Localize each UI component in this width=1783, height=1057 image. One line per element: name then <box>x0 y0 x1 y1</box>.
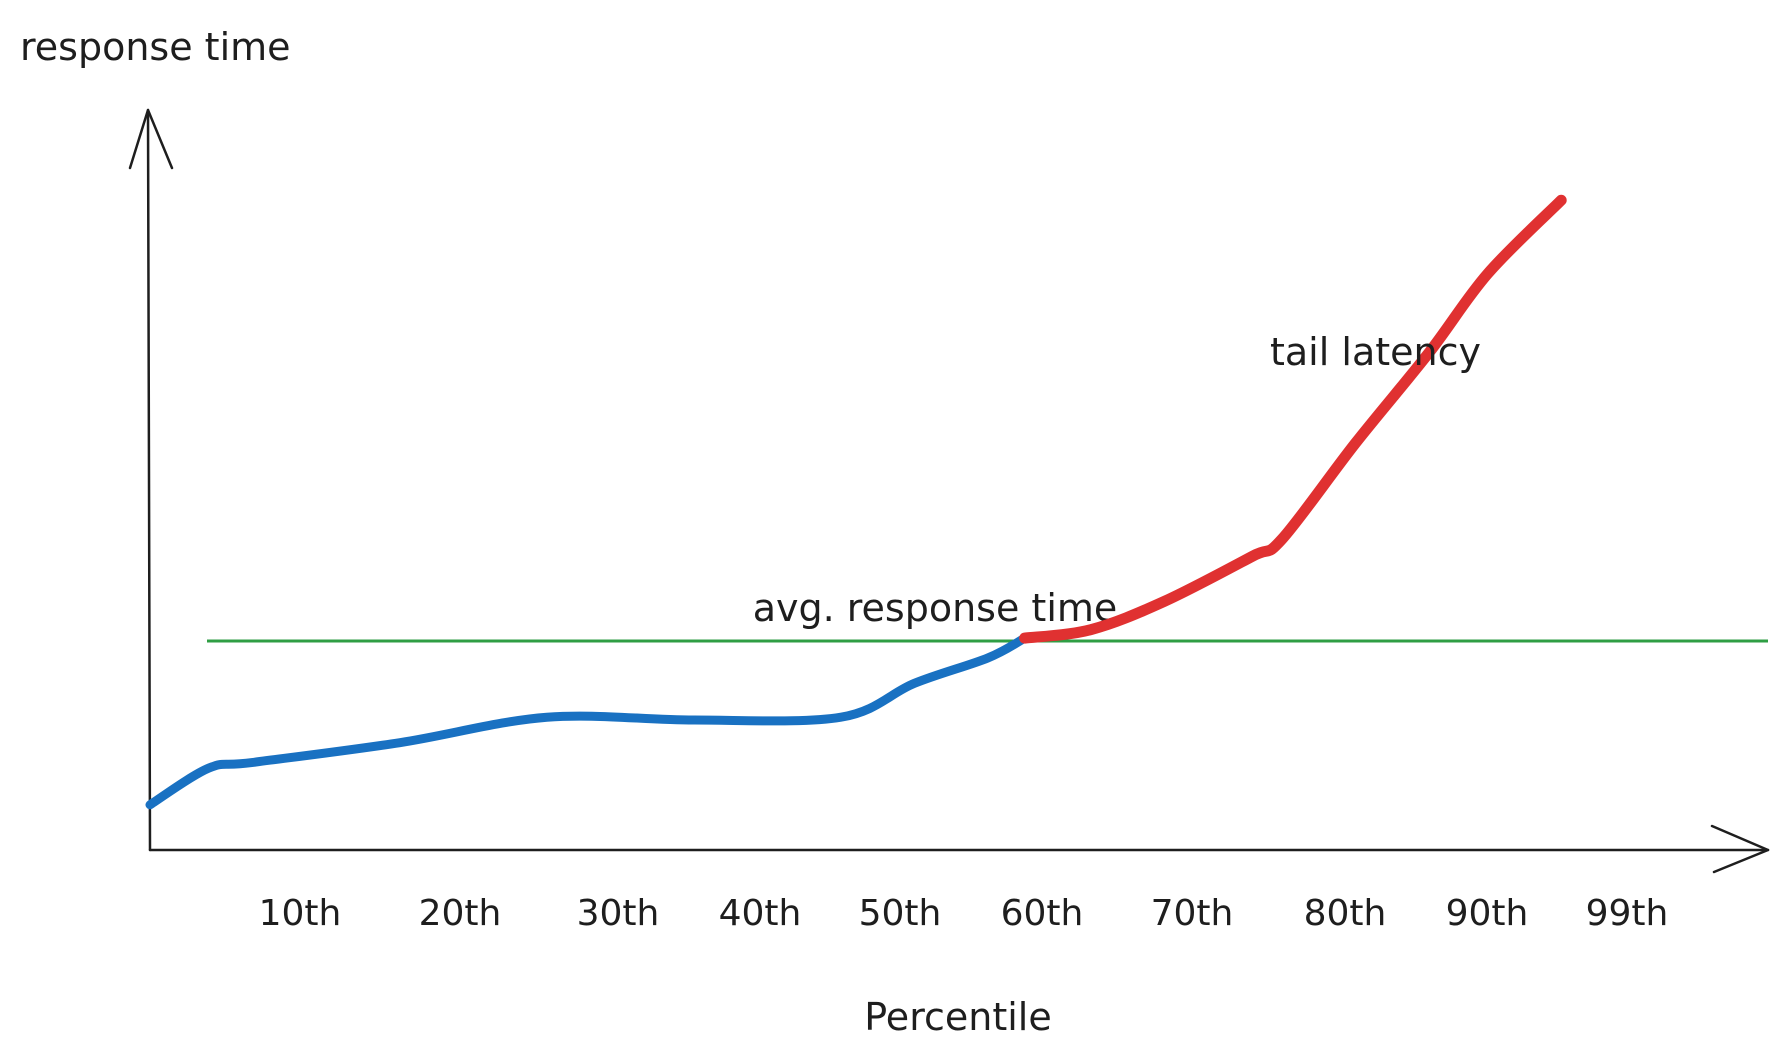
x-tick-20th: 20th <box>419 893 502 934</box>
red-tail-latency-curve <box>1019 194 1567 644</box>
x-tick-70th: 70th <box>1151 893 1234 934</box>
x-axis-arrowhead <box>1710 824 1770 874</box>
x-tick-30th: 30th <box>577 893 660 934</box>
axes <box>128 108 1770 874</box>
y-axis <box>146 108 152 852</box>
x-tick-80th: 80th <box>1304 893 1387 934</box>
x-tick-labels: 10th 20th 30th 40th 50th 60th 70th 80th 90th 99th <box>259 893 1669 934</box>
tail-latency-label: tail latency <box>1270 330 1481 374</box>
x-tick-50th: 50th <box>859 893 942 934</box>
x-tick-90th: 90th <box>1446 893 1529 934</box>
avg-response-time-label: avg. response time <box>753 586 1118 630</box>
blue-response-curve <box>145 633 1030 810</box>
x-tick-10th: 10th <box>259 893 342 934</box>
x-tick-40th: 40th <box>719 893 802 934</box>
series-group <box>145 194 1567 810</box>
x-tick-60th: 60th <box>1001 893 1084 934</box>
y-axis-label: response time <box>20 25 291 69</box>
x-tick-99th: 99th <box>1586 893 1669 934</box>
x-axis-label: Percentile <box>864 995 1051 1039</box>
y-axis-arrowhead <box>128 108 174 170</box>
